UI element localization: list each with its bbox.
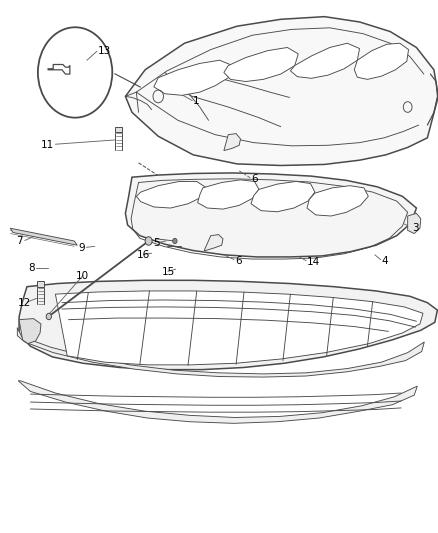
Circle shape: [145, 237, 152, 245]
Text: 15: 15: [161, 267, 175, 277]
Text: 6: 6: [251, 174, 257, 184]
Polygon shape: [353, 43, 408, 79]
Polygon shape: [251, 181, 314, 212]
Polygon shape: [290, 43, 359, 78]
Polygon shape: [223, 47, 297, 82]
Polygon shape: [18, 381, 417, 423]
Text: 12: 12: [17, 297, 31, 308]
Polygon shape: [125, 17, 437, 165]
Text: 7: 7: [16, 236, 23, 246]
Polygon shape: [11, 228, 77, 245]
Text: 4: 4: [381, 256, 387, 266]
Text: 5: 5: [152, 238, 159, 247]
Text: 9: 9: [78, 243, 85, 253]
Text: 13: 13: [98, 46, 111, 56]
Polygon shape: [136, 181, 206, 208]
Polygon shape: [407, 213, 420, 233]
Text: 8: 8: [28, 263, 34, 272]
Circle shape: [172, 238, 177, 244]
Polygon shape: [55, 291, 422, 365]
Text: 11: 11: [41, 140, 54, 150]
Polygon shape: [17, 328, 424, 377]
Text: 1: 1: [193, 95, 199, 106]
Text: 16: 16: [136, 250, 149, 260]
Polygon shape: [306, 185, 367, 216]
Polygon shape: [197, 180, 258, 209]
Polygon shape: [153, 60, 232, 95]
Polygon shape: [37, 281, 44, 287]
Polygon shape: [19, 280, 436, 369]
Polygon shape: [19, 319, 41, 344]
Polygon shape: [204, 235, 223, 251]
Polygon shape: [125, 173, 416, 257]
Polygon shape: [115, 127, 122, 132]
Text: 6: 6: [234, 256, 241, 266]
Polygon shape: [223, 134, 240, 151]
Text: 10: 10: [76, 271, 89, 281]
Text: 14: 14: [306, 257, 320, 267]
Circle shape: [46, 313, 51, 320]
Text: 3: 3: [411, 223, 418, 233]
